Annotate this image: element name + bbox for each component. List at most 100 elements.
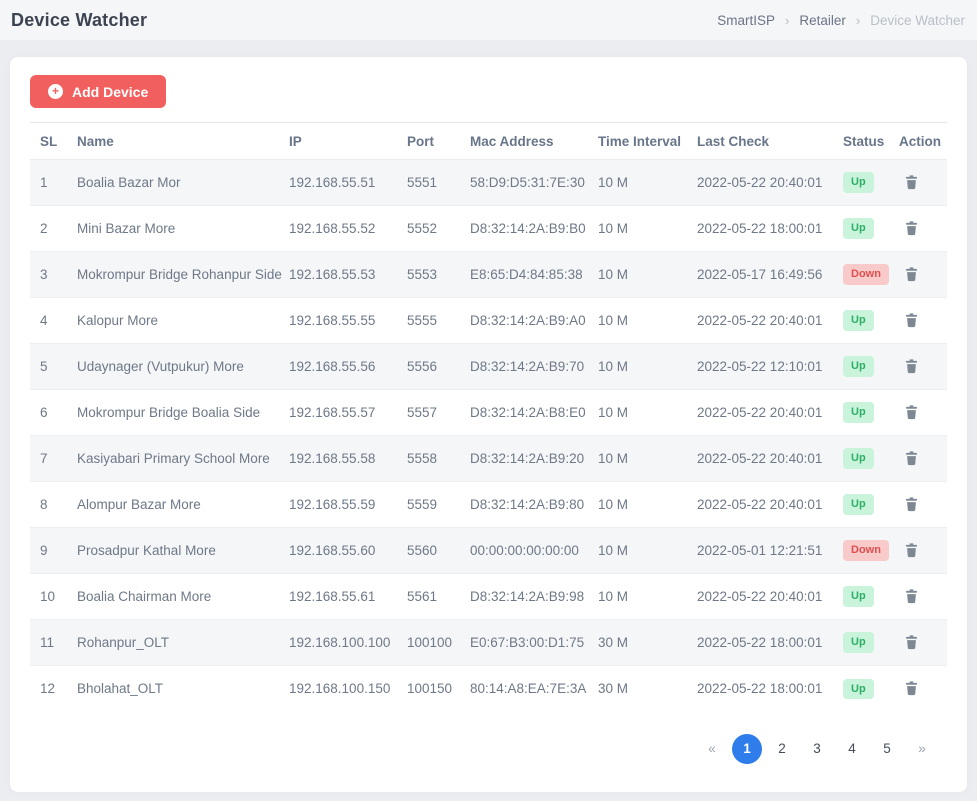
cell-ip: 192.168.55.57 (289, 389, 407, 436)
cell-name: Mokrompur Bridge Boalia Side (77, 389, 289, 436)
cell-action (899, 481, 947, 528)
cell-status: Up (843, 159, 899, 206)
breadcrumb-current: Device Watcher (870, 12, 965, 28)
delete-device-button[interactable] (899, 309, 924, 331)
delete-device-button[interactable] (899, 493, 924, 515)
cell-status: Up (843, 481, 899, 528)
table-row: 1 Boalia Bazar Mor 192.168.55.51 5551 58… (30, 159, 947, 206)
cell-action (899, 527, 947, 574)
trash-icon (905, 221, 918, 236)
cell-name: Prosadpur Kathal More (77, 527, 289, 574)
cell-mac: D8:32:14:2A:B9:A0 (470, 297, 598, 344)
cell-port: 5560 (407, 527, 470, 574)
cell-sl: 6 (30, 389, 77, 436)
pagination-page-5[interactable]: 5 (883, 741, 891, 756)
delete-device-button[interactable] (899, 217, 924, 239)
cell-sl: 1 (30, 159, 77, 206)
cell-time-interval: 10 M (598, 389, 697, 436)
cell-last-check: 2022-05-22 12:10:01 (697, 343, 843, 390)
cell-status: Up (843, 666, 899, 712)
cell-action (899, 666, 947, 712)
cell-ip: 192.168.55.58 (289, 435, 407, 482)
cell-port: 5551 (407, 159, 470, 206)
cell-sl: 10 (30, 573, 77, 620)
delete-device-button[interactable] (899, 585, 924, 607)
table-row: 9 Prosadpur Kathal More 192.168.55.60 55… (30, 527, 947, 574)
cell-port: 5556 (407, 343, 470, 390)
trash-icon (905, 451, 918, 466)
cell-name: Mini Bazar More (77, 205, 289, 252)
cell-time-interval: 10 M (598, 251, 697, 298)
cell-time-interval: 10 M (598, 159, 697, 206)
cell-mac: 58:D9:D5:31:7E:30 (470, 159, 598, 206)
cell-port: 5561 (407, 573, 470, 620)
delete-device-button[interactable] (899, 539, 924, 561)
trash-icon (905, 497, 918, 512)
cell-ip: 192.168.100.100 (289, 619, 407, 666)
breadcrumb-retailer[interactable]: Retailer (799, 12, 846, 28)
cell-sl: 2 (30, 205, 77, 252)
cell-port: 5558 (407, 435, 470, 482)
cell-status: Up (843, 619, 899, 666)
top-bar: Device Watcher SmartISP › Retailer › Dev… (0, 0, 977, 40)
delete-device-button[interactable] (899, 677, 924, 699)
trash-icon (905, 313, 918, 328)
cell-mac: D8:32:14:2A:B9:98 (470, 573, 598, 620)
cell-time-interval: 10 M (598, 481, 697, 528)
delete-device-button[interactable] (899, 401, 924, 423)
table-row: 4 Kalopur More 192.168.55.55 5555 D8:32:… (30, 297, 947, 344)
column-header-status: Status (843, 122, 899, 160)
cell-sl: 4 (30, 297, 77, 344)
delete-device-button[interactable] (899, 263, 924, 285)
cell-action (899, 435, 947, 482)
pagination-page-1[interactable]: 1 (732, 733, 762, 764)
breadcrumb-smartisp[interactable]: SmartISP (717, 12, 775, 28)
cell-ip: 192.168.100.150 (289, 681, 391, 697)
cell-mac: D8:32:14:2A:B9:80 (470, 481, 598, 528)
cell-mac: D8:32:14:2A:B9:20 (470, 435, 598, 482)
cell-action (899, 205, 947, 252)
delete-device-button[interactable] (899, 447, 924, 469)
cell-last-check: 2022-05-22 20:40:01 (697, 481, 843, 528)
delete-device-button[interactable] (899, 171, 924, 193)
pagination-prev[interactable]: « (708, 741, 716, 756)
status-badge: Up (843, 448, 874, 469)
cell-mac: D8:32:14:2A:B9:70 (470, 343, 598, 390)
table-row: 5 Udaynager (Vutpukur) More 192.168.55.5… (30, 343, 947, 390)
cell-time-interval: 10 M (598, 205, 697, 252)
status-badge: Up (843, 494, 874, 515)
table-header: SL Name IP Port Mac Address Time Interva… (30, 122, 947, 160)
cell-sl: 3 (30, 251, 77, 298)
cell-sl: 5 (30, 343, 77, 390)
cell-last-check: 2022-05-22 18:00:01 (697, 205, 843, 252)
cell-ip: 192.168.55.52 (289, 205, 407, 252)
table-row: 10 Boalia Chairman More 192.168.55.61 55… (30, 573, 947, 620)
pagination-next[interactable]: » (918, 741, 926, 756)
table-row: 11 Rohanpur_OLT 192.168.100.100 100100 E… (30, 619, 947, 666)
status-badge: Up (843, 586, 874, 607)
delete-device-button[interactable] (899, 631, 924, 653)
plus-icon: + (48, 84, 63, 99)
table-row: 3 Mokrompur Bridge Rohanpur Side 192.168… (30, 251, 947, 298)
cell-status: Up (843, 573, 899, 620)
cell-last-check: 2022-05-22 20:40:01 (697, 435, 843, 482)
cell-name: Rohanpur_OLT (77, 619, 289, 666)
pagination-page-3[interactable]: 3 (813, 741, 821, 756)
table-row: 6 Mokrompur Bridge Boalia Side 192.168.5… (30, 389, 947, 436)
cell-last-check: 2022-05-22 20:40:01 (697, 573, 843, 620)
pagination-page-2[interactable]: 2 (778, 741, 786, 756)
cell-last-check: 2022-05-22 18:00:01 (697, 619, 843, 666)
add-device-button[interactable]: + Add Device (30, 75, 167, 108)
trash-icon (905, 405, 918, 420)
cell-port: 5557 (407, 389, 470, 436)
status-badge: Up (843, 632, 874, 653)
cell-name: Kalopur More (77, 297, 289, 344)
trash-icon (905, 635, 918, 650)
delete-device-button[interactable] (899, 355, 924, 377)
status-badge: Up (843, 218, 874, 239)
cell-last-check: 2022-05-22 18:00:01 (697, 681, 823, 697)
status-badge: Down (843, 540, 889, 561)
status-badge: Down (843, 264, 889, 285)
pagination-page-4[interactable]: 4 (848, 741, 856, 756)
cell-last-check: 2022-05-22 20:40:01 (697, 159, 843, 206)
